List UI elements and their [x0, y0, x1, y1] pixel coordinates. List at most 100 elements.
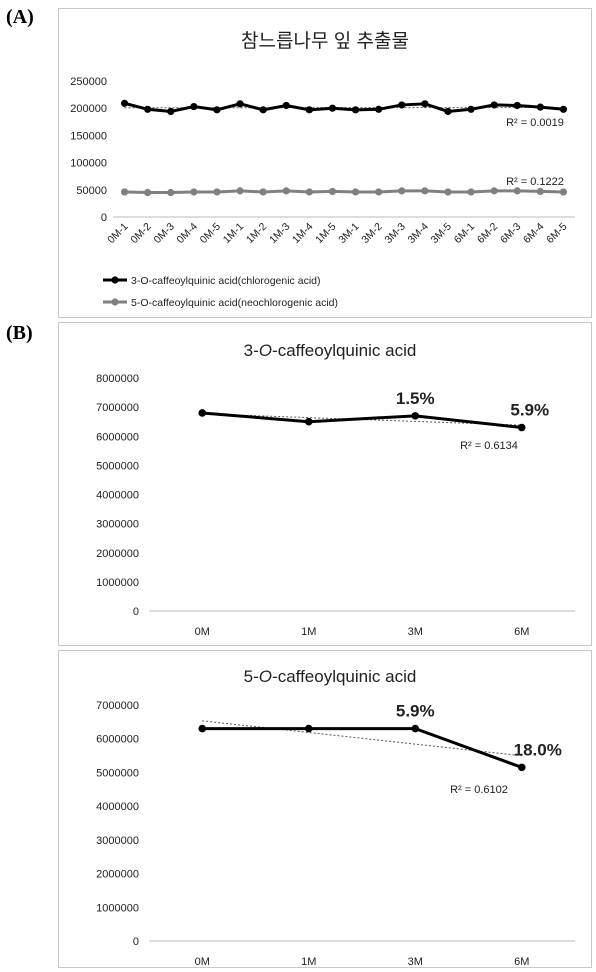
- legend-label-1: 3-O-caffeoylquinic acid(chlorogenic acid…: [131, 275, 320, 287]
- data-point: [305, 188, 313, 196]
- data-point: [351, 188, 360, 196]
- y-tick-label: 0: [101, 212, 107, 224]
- r2-label: R² = 0.6134: [460, 440, 518, 452]
- x-tick-label: 0M-3: [151, 221, 177, 247]
- data-point: [190, 188, 198, 196]
- y-tick-label: 150000: [70, 130, 107, 142]
- chart-a-title: 참느릅나무 잎 추출물: [241, 30, 409, 52]
- y-tick-label: 3000000: [96, 519, 139, 531]
- series-line: [202, 727, 523, 769]
- x-tick-label: 1M-3: [267, 221, 293, 247]
- x-tick-label: 3M-2: [359, 221, 385, 247]
- data-point: [421, 100, 429, 108]
- data-point: [536, 187, 544, 196]
- title-prefix: 3-: [244, 341, 259, 360]
- x-tick-label: 1M: [301, 956, 316, 967]
- data-point: [411, 412, 420, 420]
- x-tick-label: 3M: [408, 956, 423, 967]
- x-tick-label: 6M-1: [452, 221, 478, 247]
- y-tick-label: 2000000: [96, 548, 139, 560]
- trendline: [202, 720, 522, 757]
- panel-label-a: (A): [6, 6, 34, 28]
- data-point: [467, 188, 475, 196]
- percent-change-label: 5.9%: [396, 702, 435, 721]
- data-point: [304, 724, 313, 733]
- series-line-1: [124, 101, 564, 113]
- data-point: [411, 724, 420, 733]
- data-point: [236, 187, 244, 195]
- title-suffix: -caffeoylquinic acid: [272, 341, 416, 360]
- data-point: [467, 105, 475, 113]
- chart-a-svg: 참느릅나무 잎 추출물 0 50000 100000 150000 200000 25000…: [70, 30, 575, 309]
- data-point: [559, 188, 568, 196]
- data-point: [304, 417, 313, 426]
- data-point: [444, 188, 452, 196]
- series-line-2: [124, 189, 564, 195]
- data-point: [444, 107, 452, 116]
- x-tick-label: 0M-2: [128, 221, 154, 247]
- chart-title: 3-O-caffeoylquinic acid: [244, 341, 417, 360]
- y-tick-label: 250000: [70, 76, 107, 88]
- y-tick-label: 3000000: [96, 835, 139, 847]
- percent-change-label: 5.9%: [510, 401, 549, 420]
- y-tick-label: 100000: [70, 158, 107, 170]
- x-tick-label: 6M-5: [544, 221, 570, 247]
- legend-marker-2: [111, 298, 119, 306]
- data-point: [120, 188, 129, 196]
- y-tick-label: 6000000: [96, 734, 139, 746]
- data-point: [282, 187, 290, 195]
- x-tick-label: 1M-4: [290, 221, 316, 247]
- x-tick-label: 3M-1: [336, 221, 362, 247]
- data-point: [236, 100, 244, 108]
- y-tick-label: 4000000: [96, 490, 139, 502]
- y-tick-label: 1000000: [96, 902, 139, 914]
- data-point: [198, 409, 207, 417]
- data-point: [305, 106, 313, 114]
- data-point: [213, 106, 221, 114]
- data-point: [120, 99, 129, 107]
- data-point: [517, 763, 526, 772]
- x-tick-label: 6M-4: [521, 221, 547, 247]
- r2-label: R² = 0.0019: [506, 117, 564, 129]
- data-point: [517, 423, 526, 432]
- data-point: [259, 188, 267, 196]
- x-tick-label: 6M-2: [475, 221, 501, 247]
- y-tick-label: 200000: [70, 103, 107, 115]
- percent-change-label: 18.0%: [514, 740, 562, 759]
- legend-marker-1: [111, 276, 119, 284]
- data-point: [328, 104, 337, 112]
- chart-title: 5-O-caffeoylquinic acid: [244, 667, 417, 686]
- data-point: [213, 188, 221, 196]
- r2-label: R² = 0.1222: [506, 176, 564, 188]
- x-tick-label: 1M-5: [313, 221, 339, 247]
- chart-b2-frame: 5-O-caffeoylquinic acid 0 1000000 2000000 30…: [58, 650, 592, 968]
- y-tick-label: 8000000: [96, 373, 139, 385]
- chart-b1-svg: 3-O-caffeoylquinic acid 0 1000000 2000000 30…: [96, 341, 575, 638]
- data-point: [559, 105, 568, 113]
- series-line: [202, 411, 522, 430]
- x-tick-label: 1M-1: [221, 221, 247, 247]
- y-tick-label: 2000000: [96, 869, 139, 881]
- title-italic: O: [259, 667, 272, 686]
- y-tick-label: 5000000: [96, 460, 139, 472]
- y-tick-label: 7000000: [96, 402, 139, 414]
- y-tick-label: 5000000: [96, 767, 139, 779]
- y-tick-label: 4000000: [96, 801, 139, 813]
- x-tick-label: 0M: [195, 626, 210, 638]
- data-point: [375, 188, 383, 196]
- x-tick-label: 0M-1: [105, 221, 131, 247]
- x-tick-label: 3M-5: [429, 221, 455, 247]
- x-tick-label: 6M: [514, 626, 529, 638]
- y-tick-label: 7000000: [96, 700, 139, 712]
- chart-a-frame: 참느릅나무 잎 추출물 0 50000 100000 150000 200000 25000…: [58, 8, 592, 318]
- data-point: [536, 103, 544, 111]
- x-tick-label: 1M-2: [244, 221, 270, 247]
- data-point: [167, 188, 175, 197]
- data-point: [259, 106, 267, 114]
- data-point: [351, 106, 360, 114]
- y-tick-label: 50000: [76, 185, 107, 197]
- data-point: [375, 105, 383, 113]
- y-tick-label: 0: [133, 606, 139, 618]
- title-prefix: 5-: [244, 667, 259, 686]
- data-point: [190, 102, 198, 111]
